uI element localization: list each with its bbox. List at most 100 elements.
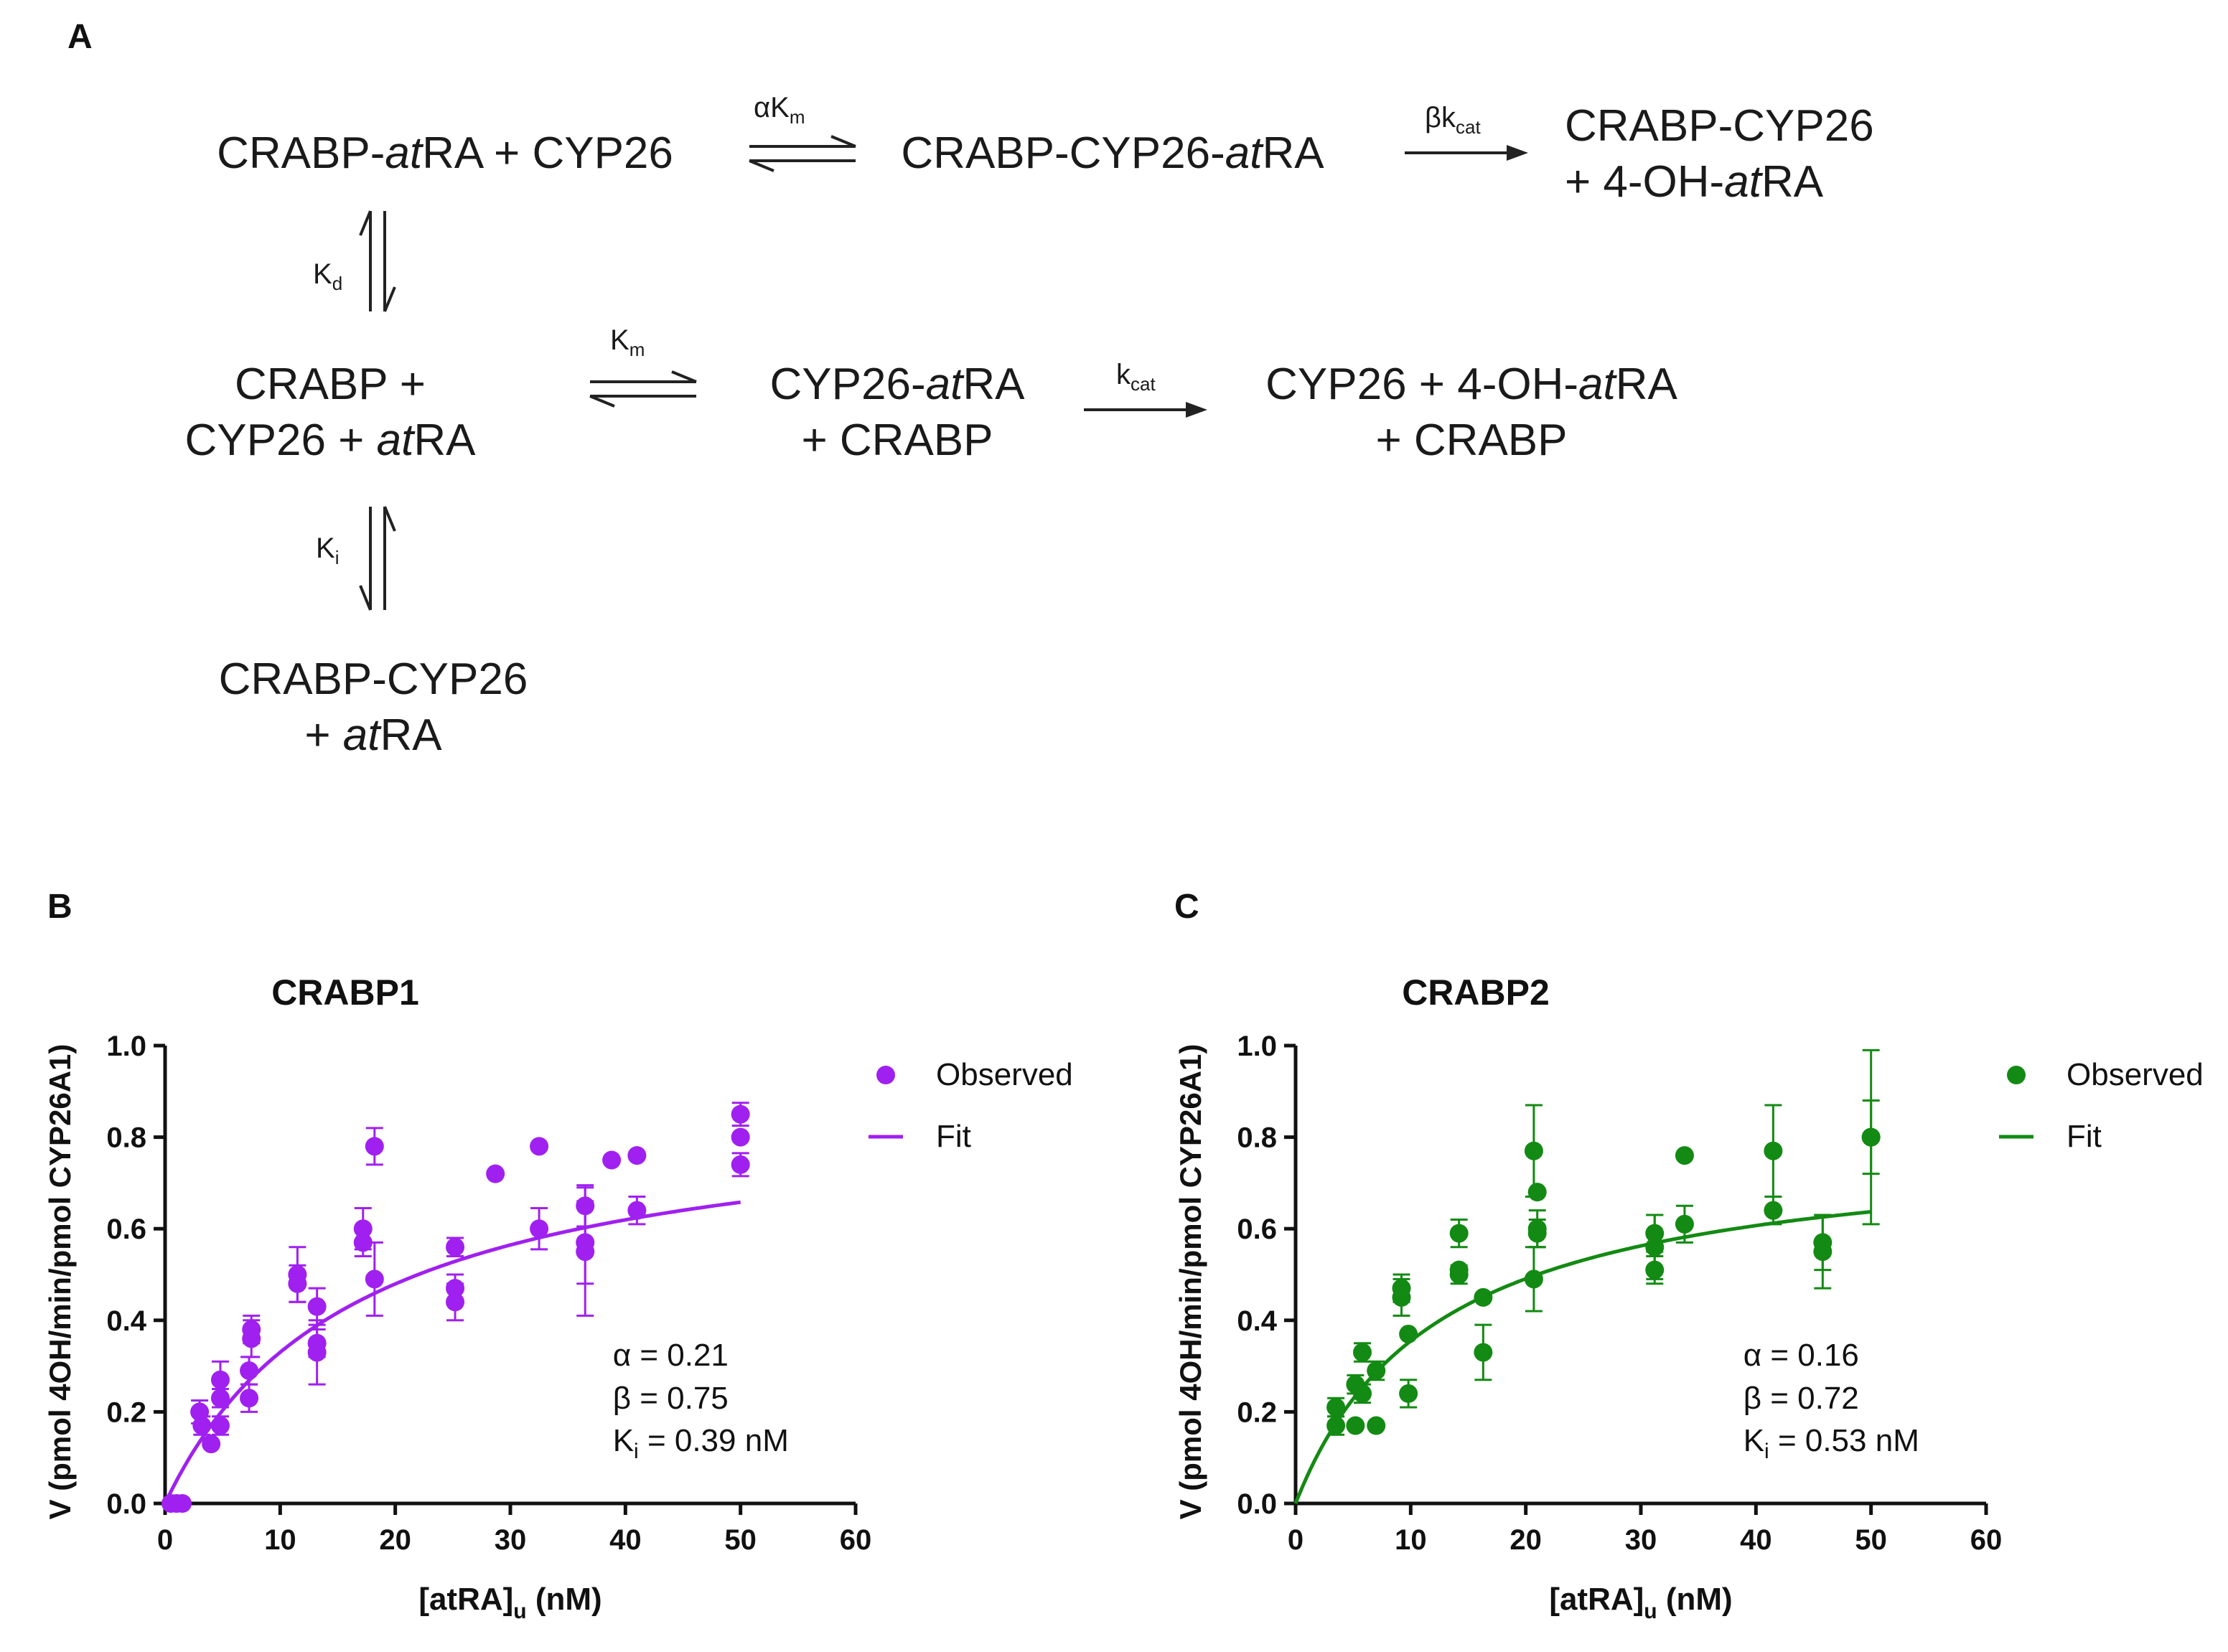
data-point (1367, 1416, 1386, 1435)
species-line-1: CYP26-atRA (732, 357, 1062, 413)
species-crabp-cyp26-atra-free: CRABP + CYP26 + atRA (172, 357, 488, 469)
param-beta: β = 0.75 (613, 1381, 729, 1416)
species-text: RA (380, 710, 442, 760)
label-sub: i (334, 547, 340, 568)
data-point (627, 1201, 647, 1220)
species-text: RA (1262, 128, 1324, 178)
y-tick-label: 0.6 (106, 1214, 146, 1245)
x-tick-label: 30 (495, 1524, 527, 1556)
y-tick-label: 0.0 (106, 1488, 146, 1520)
rate-label-beta-kcat: βkcat (1425, 102, 1481, 139)
chart-crabp2: CRABP2 0.0 0.2 0.4 0.6 0.8 1.0 0 10 20 30 40 50 60 [at… (1174, 972, 2204, 1623)
data-point (1764, 1201, 1783, 1220)
species-text-italic: at (925, 360, 963, 409)
species-text-italic: at (1225, 128, 1263, 178)
param-alpha: α = 0.16 (1743, 1338, 1859, 1373)
product-line-2: + CRABP (1375, 416, 1568, 465)
legend-fit-label: Fit (936, 1119, 971, 1154)
x-tick-label: 0 (157, 1524, 173, 1556)
data-point (1474, 1343, 1493, 1362)
data-point (446, 1279, 465, 1298)
data-point (192, 1416, 212, 1435)
x-tick-label: 60 (840, 1524, 872, 1556)
x-tick-label: 30 (1625, 1524, 1657, 1556)
data-point (1813, 1233, 1833, 1252)
label-sub: cat (1456, 116, 1481, 138)
label-sub: cat (1131, 373, 1156, 395)
y-tick-label: 0.0 (1237, 1488, 1277, 1520)
label-main: K (313, 258, 332, 290)
data-point (731, 1155, 750, 1174)
data-point (1645, 1224, 1665, 1243)
data-point (576, 1196, 595, 1216)
label-main: K (316, 532, 335, 564)
reaction-arrow-2 (1084, 402, 1207, 418)
product-cyp26-4oh-atra-crabp: CYP26 + 4-OH-atRA + CRABP (1242, 357, 1701, 469)
fit-curve (1293, 1210, 1871, 1504)
legend-fit-label: Fit (2066, 1119, 2102, 1154)
data-point (602, 1150, 622, 1170)
y-tick-label: 0.2 (106, 1397, 146, 1428)
data-point (627, 1146, 647, 1165)
data-point (1449, 1224, 1469, 1243)
param-ki-value: = 0.53 nM (1769, 1423, 1919, 1458)
data-point (576, 1242, 595, 1262)
legend-observed-label: Observed (936, 1057, 1073, 1092)
data-point (1352, 1343, 1372, 1362)
species-line-1: CRABP + (235, 360, 426, 409)
chart-title: CRABP1 (271, 972, 419, 1013)
equilibrium-arrow-2 (589, 370, 697, 408)
param-ki-main: K (613, 1423, 634, 1458)
product-line-1: CRABP-CYP26 (1565, 101, 1874, 151)
chart-crabp1: CRABP1 0.0 0.2 0.4 0.6 0.8 1.0 0 10 20 30 40 50 60 [at… (43, 972, 1073, 1623)
label-main: K (610, 324, 629, 356)
species-text-italic: at (1578, 360, 1616, 409)
y-tick-label: 0.6 (1237, 1214, 1277, 1245)
label-main: βk (1425, 102, 1456, 133)
data-point (288, 1265, 307, 1284)
data-point (530, 1219, 549, 1239)
x-axis-label-unit: (nM) (527, 1582, 602, 1617)
species-text-italic: at (376, 416, 414, 465)
data-point (240, 1361, 259, 1380)
fit-curve (163, 1200, 741, 1505)
x-axis-label-main: [atRA] (418, 1582, 513, 1617)
species-text: CRABP-CYP26- (901, 128, 1225, 178)
species-text-italic: at (342, 710, 380, 760)
data-point (307, 1297, 327, 1316)
legend-observed-marker (876, 1066, 895, 1084)
species-crabp-atra-cyp26: CRABP-atRA + CYP26 (187, 126, 703, 182)
x-axis-label-sub: u (1644, 1600, 1657, 1623)
product-crabp-cyp26-4oh-atra: CRABP-CYP26 + 4-OH-atRA (1565, 98, 1909, 210)
data-point (1326, 1398, 1346, 1417)
data-point (1861, 1127, 1881, 1147)
data-point (1474, 1287, 1493, 1307)
vertical-equilibrium-kd (359, 210, 396, 312)
data-point (1326, 1416, 1346, 1435)
y-axis-label: V (pmol 4OH/min/pmol CYP26A1) (1174, 1044, 1207, 1520)
param-ki-main: K (1743, 1423, 1764, 1458)
species-text: CYP26 + (184, 416, 377, 465)
species-crabp-cyp26-atra: CRABP-CYP26-atRA (879, 126, 1346, 182)
rate-label-kd: Kd (313, 258, 342, 295)
species-text: + 4-OH- (1565, 157, 1725, 207)
y-tick-label: 1.0 (1237, 1031, 1277, 1062)
data-point (1527, 1183, 1547, 1202)
species-text: RA (963, 360, 1025, 409)
x-axis-label-sub: u (513, 1600, 526, 1623)
param-ki-value: = 0.39 nM (639, 1423, 789, 1458)
species-text: CYP26 + 4-OH- (1265, 360, 1579, 409)
species-text: RA (1615, 360, 1677, 409)
label-sub: m (629, 339, 645, 360)
y-tick-label: 0.4 (1237, 1305, 1277, 1337)
x-tick-label: 60 (1970, 1524, 2003, 1556)
data-point (1524, 1141, 1543, 1160)
data-point (1346, 1416, 1365, 1435)
data-point (1352, 1384, 1372, 1403)
y-tick-label: 1.0 (106, 1031, 146, 1062)
data-point (242, 1320, 261, 1339)
data-point (1524, 1269, 1543, 1289)
reaction-arrow-1 (1405, 145, 1528, 161)
data-point (1764, 1141, 1783, 1160)
species-text-italic: at (385, 128, 423, 178)
